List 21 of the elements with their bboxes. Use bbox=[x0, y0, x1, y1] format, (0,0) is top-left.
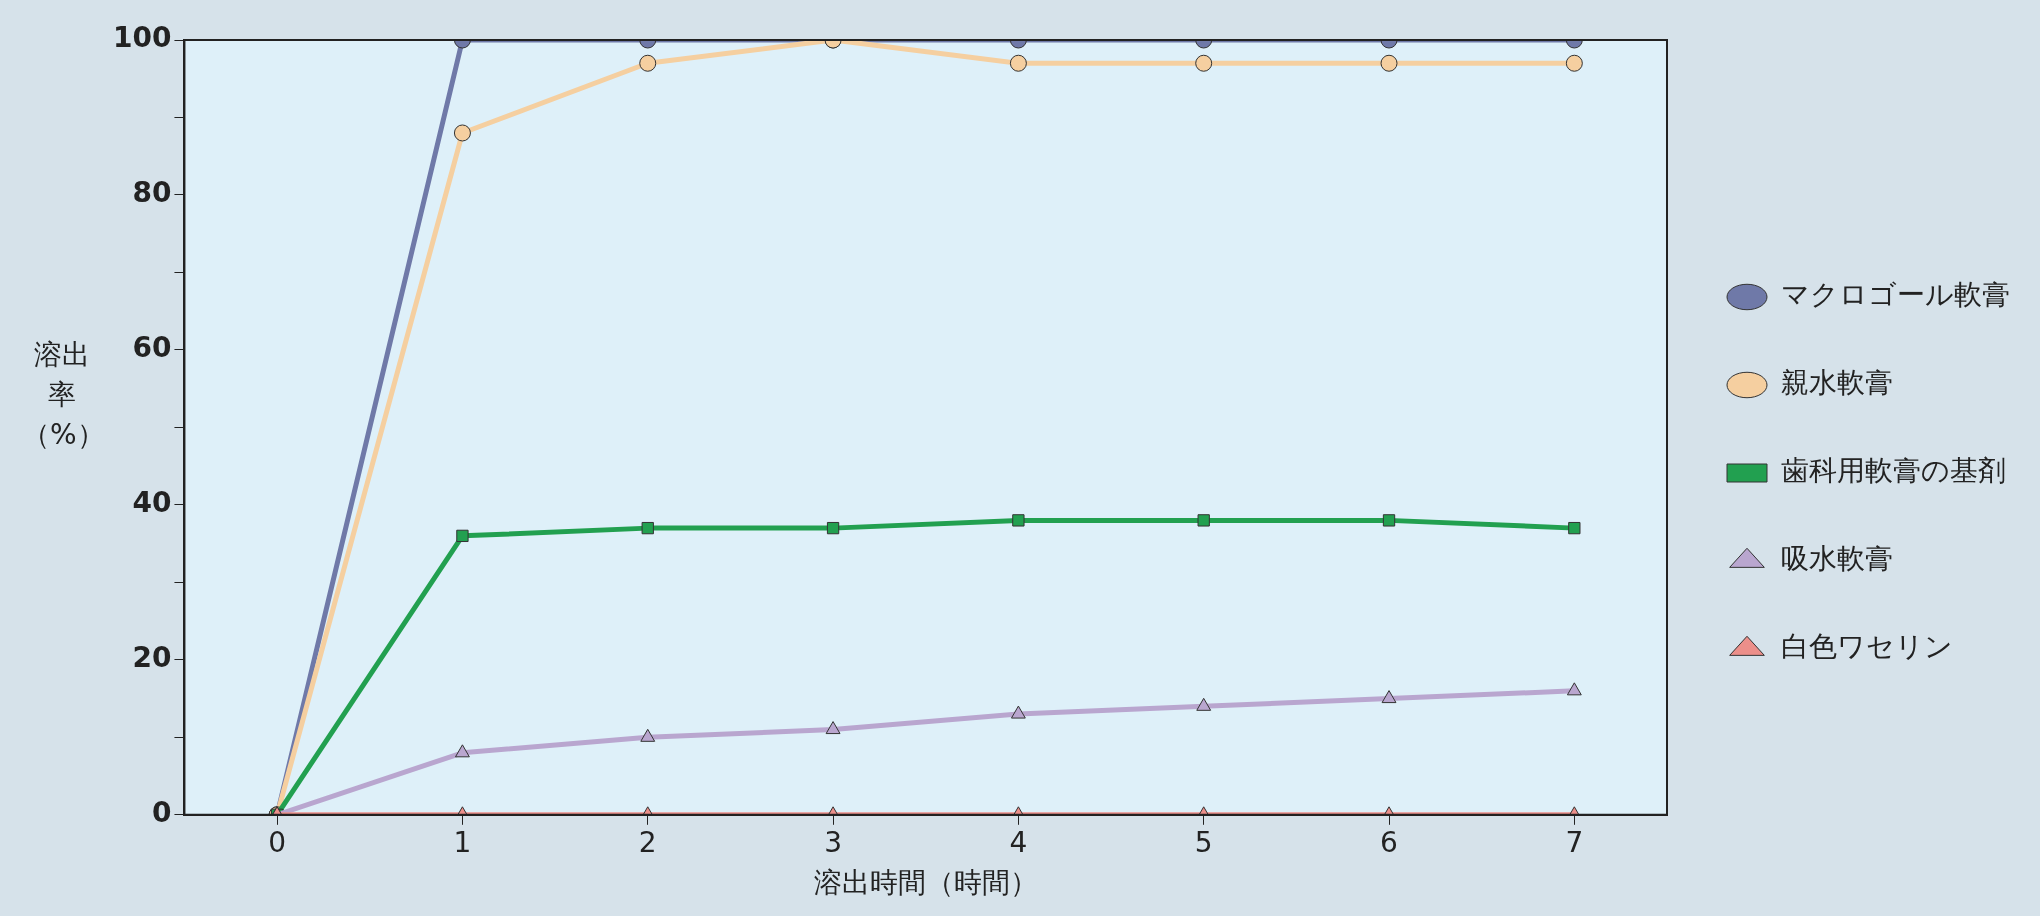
y-axis-title: 溶出率（%） bbox=[22, 337, 105, 453]
x-tick-label: 2 bbox=[638, 825, 657, 859]
legend-label: 歯科用軟膏の基剤 bbox=[1781, 454, 2006, 488]
y-tick-label: 20 bbox=[132, 641, 172, 675]
x-axis-title: 溶出時間（時間） bbox=[813, 866, 1038, 900]
y-tick-label: 80 bbox=[132, 176, 172, 210]
x-tick-label: 3 bbox=[824, 825, 842, 859]
y-tick-label: 0 bbox=[151, 796, 172, 830]
x-tick-label: 6 bbox=[1380, 825, 1398, 859]
x-tick-label: 5 bbox=[1194, 825, 1213, 859]
x-tick-label: 4 bbox=[1009, 825, 1028, 859]
legend-label: 親水軟膏 bbox=[1781, 366, 1893, 400]
y-tick-label: 60 bbox=[132, 331, 172, 365]
legend-label: マクロゴール軟膏 bbox=[1781, 278, 2010, 312]
x-tick-label: 1 bbox=[453, 825, 472, 859]
y-tick-label: 40 bbox=[132, 486, 172, 520]
y-tick-label: 100 bbox=[112, 21, 172, 55]
legend-label: 吸水軟膏 bbox=[1781, 542, 1893, 576]
x-tick-label: 0 bbox=[268, 825, 287, 859]
legend-label: 白色ワセリン bbox=[1781, 630, 1953, 664]
x-tick-label: 7 bbox=[1565, 825, 1584, 859]
